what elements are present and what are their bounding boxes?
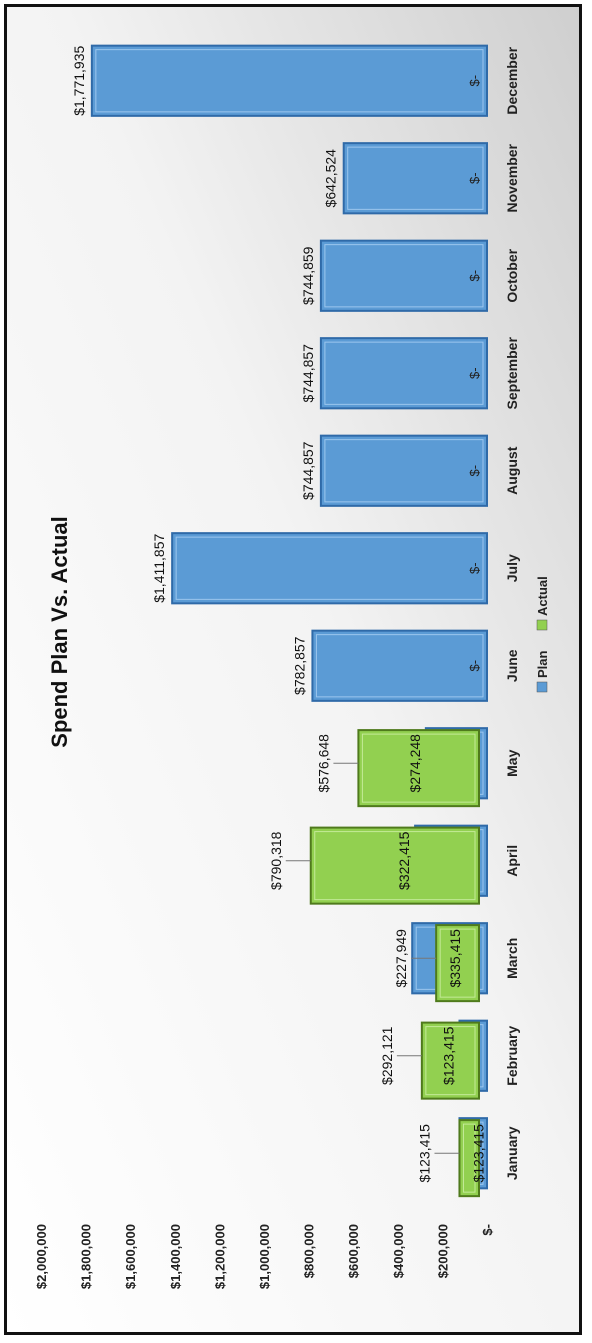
x-tick-label: December bbox=[504, 46, 520, 114]
y-tick-label: $800,000 bbox=[302, 1224, 317, 1278]
data-label-actual: $- bbox=[467, 172, 482, 184]
x-tick-label: April bbox=[504, 845, 520, 877]
legend-swatch-actual bbox=[536, 619, 548, 631]
data-label-plan: $335,415 bbox=[447, 929, 463, 988]
bar-plan-bevel bbox=[324, 439, 484, 503]
bar-plan-july bbox=[171, 532, 489, 605]
chart-title: Spend Plan Vs. Actual bbox=[47, 516, 72, 747]
x-tick-label: March bbox=[504, 938, 520, 979]
data-label-actual: $- bbox=[467, 75, 482, 87]
bar-actual-bevel bbox=[361, 733, 476, 803]
bar-plan-bevel bbox=[347, 146, 484, 210]
bar-actual-bevel bbox=[439, 928, 476, 998]
data-label-plan: $123,415 bbox=[440, 1026, 456, 1085]
data-label-plan: $744,857 bbox=[300, 344, 316, 403]
bars: $123,415 $123,415 $123,415 $292,121 $335,415… bbox=[71, 44, 489, 1198]
data-label-actual: $- bbox=[467, 270, 482, 282]
x-tick-label: January bbox=[504, 1126, 520, 1180]
bar-actual-may bbox=[357, 729, 480, 808]
bar-plan-october bbox=[319, 239, 488, 312]
bar-plan-september bbox=[319, 337, 488, 410]
x-tick-label: May bbox=[504, 749, 520, 776]
bar-actual-bevel bbox=[462, 1123, 476, 1193]
bar-plan-june bbox=[311, 629, 488, 702]
bar-plan-bevel bbox=[324, 244, 484, 308]
y-tick-label: $600,000 bbox=[346, 1224, 361, 1278]
data-label-actual: $- bbox=[467, 465, 482, 477]
x-tick-label: September bbox=[504, 337, 520, 410]
y-tick-label: $1,200,000 bbox=[212, 1224, 227, 1289]
bar-plan-bevel bbox=[324, 341, 484, 405]
bar-plan-bevel bbox=[95, 49, 484, 113]
data-label-plan: $782,857 bbox=[291, 636, 307, 695]
x-tick-label: November bbox=[504, 143, 520, 212]
x-tick-label: August bbox=[504, 446, 520, 495]
bar-actual-february bbox=[420, 1021, 480, 1100]
bar-plan-bevel bbox=[175, 536, 484, 600]
x-tick-label: July bbox=[504, 554, 520, 582]
data-label-plan: $744,857 bbox=[300, 441, 316, 500]
y-tick-label: $2,000,000 bbox=[34, 1224, 49, 1289]
data-label-plan: $642,524 bbox=[323, 149, 339, 208]
data-label-plan: $744,859 bbox=[300, 246, 316, 305]
bar-actual-bevel bbox=[425, 1026, 476, 1096]
chart-frame: Spend Plan Vs. Actual $- $200,000 $400,000… bbox=[4, 4, 582, 1335]
y-tick-label: $1,400,000 bbox=[168, 1224, 183, 1289]
x-tick-label: June bbox=[504, 649, 520, 682]
y-tick-label: $1,600,000 bbox=[123, 1224, 138, 1289]
data-label-plan: $123,415 bbox=[470, 1124, 486, 1183]
bar-actual-march bbox=[435, 924, 481, 1003]
y-axis: $- $200,000 $400,000 $600,000 $800,000 $1,000… bbox=[34, 1224, 495, 1289]
bar-actual-april bbox=[309, 826, 480, 905]
data-label-plan: $274,248 bbox=[407, 734, 423, 793]
data-label-plan: $1,771,935 bbox=[71, 46, 87, 116]
y-tick-label: $1,000,000 bbox=[257, 1224, 272, 1289]
data-label-actual: $790,318 bbox=[268, 831, 284, 890]
x-tick-label: October bbox=[504, 248, 520, 302]
bar-actual-january bbox=[458, 1119, 480, 1198]
y-tick-label: $400,000 bbox=[391, 1224, 406, 1278]
data-label-actual: $123,415 bbox=[416, 1124, 432, 1183]
data-label-actual: $227,949 bbox=[393, 929, 409, 988]
data-label-actual: $- bbox=[467, 562, 482, 574]
legend: Plan Actual bbox=[535, 576, 550, 693]
x-tick-label: February bbox=[504, 1026, 520, 1086]
legend-label-plan: Plan bbox=[535, 650, 550, 678]
bar-actual-bevel bbox=[314, 831, 476, 901]
x-axis: January February March April May June July Augu… bbox=[504, 46, 520, 1180]
data-label-plan: $1,411,857 bbox=[151, 534, 167, 603]
data-label-plan: $322,415 bbox=[396, 831, 412, 890]
y-tick-label: $200,000 bbox=[435, 1224, 450, 1278]
data-label-actual: $292,121 bbox=[379, 1026, 395, 1085]
bar-plan-november bbox=[342, 142, 488, 215]
data-label-actual: $576,648 bbox=[315, 734, 331, 793]
data-label-actual: $- bbox=[467, 660, 482, 672]
bar-plan-december bbox=[90, 44, 488, 117]
chart-rotated-container: Spend Plan Vs. Actual $- $200,000 $400,000… bbox=[7, 7, 579, 1332]
bar-chart: Spend Plan Vs. Actual $- $200,000 $400,000… bbox=[7, 7, 579, 1332]
legend-swatch-plan bbox=[536, 681, 548, 693]
y-tick-label: $1,800,000 bbox=[79, 1224, 94, 1289]
bar-plan-august bbox=[319, 434, 488, 507]
legend-label-actual: Actual bbox=[535, 576, 550, 616]
data-label-actual: $- bbox=[467, 367, 482, 379]
y-tick-label: $- bbox=[480, 1224, 495, 1236]
bar-plan-bevel bbox=[315, 634, 484, 698]
